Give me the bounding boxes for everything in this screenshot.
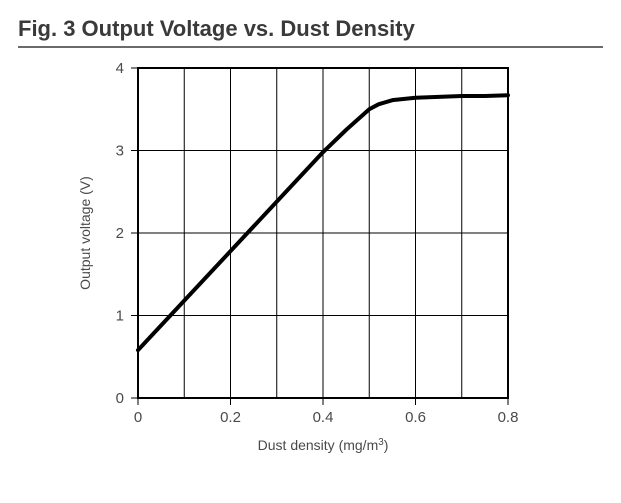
y-tick-label: 2: [116, 225, 124, 242]
y-tick-label: 4: [116, 60, 124, 77]
y-tick-label: 3: [116, 143, 124, 160]
x-axis-label: Dust density (mg/m3): [258, 437, 389, 454]
x-tick-label: 0.4: [313, 409, 334, 426]
x-tick-label: 0.6: [405, 409, 426, 426]
figure-title: Fig. 3 Output Voltage vs. Dust Density: [18, 16, 603, 42]
y-tick-label: 0: [116, 390, 124, 407]
x-tick-label: 0: [134, 409, 142, 426]
y-axis-label: Output voltage (V): [77, 176, 93, 290]
chart-area: 0 0.2 0.4 0.6 0.8 0 1 2 3 4 Output voltage (V) Dust…: [28, 58, 588, 478]
x-tick-label: 0.2: [220, 409, 241, 426]
figure-container: Fig. 3 Output Voltage vs. Dust Density 0…: [0, 0, 621, 503]
chart-svg: 0 0.2 0.4 0.6 0.8 0 1 2 3 4 Output voltage (V) Dust…: [28, 58, 588, 478]
title-rule: [18, 46, 603, 48]
x-tick-label: 0.8: [498, 409, 519, 426]
y-tick-label: 1: [116, 308, 124, 325]
